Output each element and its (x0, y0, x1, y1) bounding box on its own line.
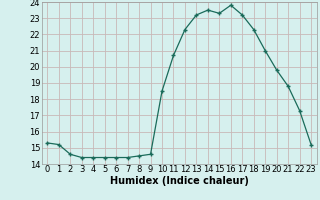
X-axis label: Humidex (Indice chaleur): Humidex (Indice chaleur) (110, 176, 249, 186)
